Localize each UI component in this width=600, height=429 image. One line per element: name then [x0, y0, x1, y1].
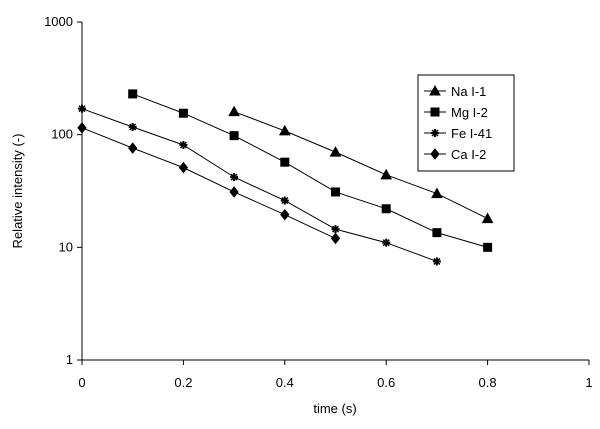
legend-label-mg-i-2: Mg I-2 [451, 105, 488, 120]
data-point-mg-i-2 [331, 187, 340, 197]
data-point-ca-i-2 [77, 122, 87, 134]
legend-label-ca-i-2: Ca I-2 [451, 147, 486, 162]
data-point-fe-i-41 [179, 140, 188, 149]
x-tick-label: 0.4 [276, 375, 294, 390]
x-tick-label: 0.8 [479, 375, 497, 390]
y-tick-label: 1000 [44, 14, 73, 29]
series-line-na-i-1 [233, 111, 488, 220]
data-point-mg-i-2 [381, 204, 391, 214]
data-point-na-i-1 [481, 212, 494, 224]
legend-label-na-i-1: Na I-1 [451, 84, 486, 99]
series-line-mg-i-2 [132, 93, 488, 248]
x-axis-label: time (s) [313, 401, 356, 416]
data-point-mg-i-2 [483, 242, 493, 252]
data-point-fe-i-41 [280, 196, 289, 205]
data-point-na-i-1 [228, 105, 240, 117]
data-point-ca-i-2 [229, 186, 239, 198]
x-tick-label: 1 [585, 375, 592, 390]
series-layer [77, 89, 494, 266]
data-point-mg-i-2 [128, 89, 138, 99]
series-line-fe-i-41 [81, 108, 438, 262]
legend-marker-ca-i-2 [430, 148, 440, 160]
data-point-mg-i-2 [432, 228, 442, 238]
legend-marker-mg-i-2 [430, 107, 440, 117]
data-point-fe-i-41 [78, 104, 86, 113]
legend-label-fe-i-41: Fe I-41 [451, 126, 492, 141]
data-point-mg-i-2 [229, 131, 239, 141]
data-point-fe-i-41 [128, 122, 137, 131]
x-tick-label: 0.6 [377, 375, 395, 390]
series-line-ca-i-2 [81, 127, 336, 239]
data-point-fe-i-41 [331, 225, 340, 234]
data-point-ca-i-2 [280, 208, 290, 221]
x-tick-label: 0.2 [174, 375, 192, 390]
y-tick-label: 100 [51, 127, 73, 142]
data-point-na-i-1 [380, 168, 393, 180]
plot-area [81, 22, 589, 361]
data-point-mg-i-2 [280, 157, 290, 167]
y-tick-label: 10 [59, 239, 73, 254]
data-point-na-i-1 [431, 187, 443, 199]
data-point-mg-i-2 [178, 108, 188, 118]
data-point-fe-i-41 [432, 257, 441, 266]
data-point-ca-i-2 [330, 232, 341, 245]
data-point-fe-i-41 [382, 238, 391, 247]
data-point-na-i-1 [329, 146, 342, 157]
data-point-ca-i-2 [128, 142, 138, 154]
x-tick-label: 0 [78, 375, 85, 390]
x-ticks: 0 0.2 0.4 0.6 0.8 1 [78, 360, 593, 390]
y-ticks: 1 10 100 1000 [44, 14, 82, 367]
legend: Na I-1 Mg I-2 Fe I-41 Ca I-2 [417, 74, 515, 172]
legend-marker-na-i-1 [429, 84, 441, 96]
data-point-na-i-1 [278, 124, 291, 136]
y-tick-label: 1 [66, 352, 73, 367]
legend-marker-fe-i-41 [431, 129, 439, 137]
data-point-fe-i-41 [230, 173, 239, 182]
y-axis-label: Relative intensity (-) [10, 134, 25, 249]
data-point-ca-i-2 [178, 161, 189, 174]
